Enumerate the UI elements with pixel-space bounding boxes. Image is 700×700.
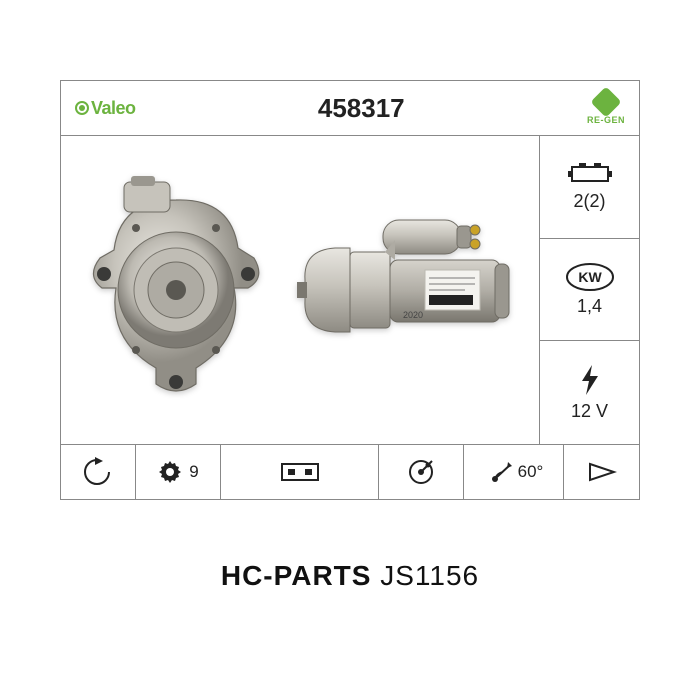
angle-icon xyxy=(484,459,512,485)
connector-icon xyxy=(278,460,322,484)
card-footer: 9 60° xyxy=(61,444,639,499)
rotation-icon xyxy=(81,457,115,487)
spec-rotation xyxy=(61,445,136,499)
side-spec-column: 2(2) KW 1,4 12 V xyxy=(539,136,639,444)
valeo-logo: Valeo xyxy=(75,98,136,119)
terminal-icon xyxy=(566,161,614,187)
angle-value: 60° xyxy=(518,462,544,482)
mount-icon xyxy=(406,457,436,487)
spec-power: KW 1,4 xyxy=(540,239,639,342)
starter-side-view: 2020 xyxy=(295,190,525,390)
lightning-icon xyxy=(577,363,603,397)
spec-connector xyxy=(221,445,379,499)
regen-label: RE-GEN xyxy=(587,115,625,125)
power-value: 1,4 xyxy=(577,296,602,317)
terminals-value: 2(2) xyxy=(573,191,605,212)
caption-code: JS1156 xyxy=(380,560,479,591)
valeo-ring-icon xyxy=(75,101,89,115)
spec-angle: 60° xyxy=(464,445,564,499)
part-number: 458317 xyxy=(318,93,405,124)
card-header: Valeo 458317 RE-GEN xyxy=(61,81,639,136)
triangle-icon xyxy=(587,461,617,483)
starter-front-view xyxy=(76,170,276,410)
spec-mount xyxy=(379,445,464,499)
gear-icon xyxy=(157,459,183,485)
svg-text:2020: 2020 xyxy=(403,310,423,320)
spec-terminals: 2(2) xyxy=(540,136,639,239)
product-image-area: 2020 xyxy=(61,136,539,444)
brand-label: Valeo xyxy=(91,98,136,119)
kw-icon: KW xyxy=(565,262,615,292)
product-spec-card: Valeo 458317 RE-GEN xyxy=(60,80,640,500)
spec-voltage: 12 V xyxy=(540,341,639,444)
spec-teeth: 9 xyxy=(136,445,221,499)
caption-brand: HC-PARTS xyxy=(221,560,372,591)
spec-direction xyxy=(564,445,639,499)
svg-text:KW: KW xyxy=(578,269,602,285)
voltage-value: 12 V xyxy=(571,401,608,422)
regen-badge: RE-GEN xyxy=(587,91,625,125)
teeth-value: 9 xyxy=(189,462,198,482)
caption: HC-PARTS JS1156 xyxy=(221,560,479,592)
regen-icon xyxy=(590,86,621,117)
